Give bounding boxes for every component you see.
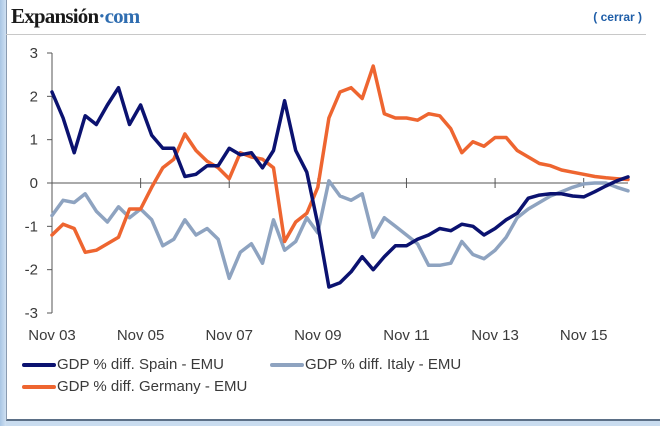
x-tick-label: Nov 11 — [383, 327, 429, 344]
chart-axes — [47, 52, 628, 314]
y-tick-label: 1 — [30, 132, 38, 149]
series-line-germany — [50, 64, 630, 255]
legend-label-spain: GDP % diff. Spain - EMU — [57, 356, 225, 373]
y-tick-label: -2 — [25, 262, 38, 279]
y-tick-label: -1 — [25, 218, 38, 235]
x-tick-label: Nov 15 — [560, 327, 608, 344]
y-tick-label: 2 — [30, 88, 38, 105]
chart-tick-labels: 3 2 1 0 -1 -2 -3 Nov 03 Nov 05 Nov 07 Nov 09 Nov 11… — [25, 45, 608, 344]
legend-item-spain: GDP % diff. Spain - EMU — [22, 356, 224, 373]
series-line-italy — [50, 179, 630, 281]
y-tick-label: -3 — [25, 305, 38, 322]
logo-suffix: ·com — [98, 4, 140, 28]
x-tick-label: Nov 07 — [205, 327, 253, 344]
y-tick-label: 0 — [30, 175, 38, 192]
legend-swatch-germany — [22, 384, 56, 389]
close-button[interactable]: ( cerrar ) — [593, 10, 642, 24]
legend-label-germany: GDP % diff. Germany - EMU — [57, 378, 248, 395]
x-tick-label: Nov 13 — [471, 327, 519, 344]
legend-swatch-italy — [270, 362, 304, 367]
x-tick-label: Nov 09 — [294, 327, 342, 344]
logo-main: Expansión — [11, 4, 99, 28]
legend-item-italy: GDP % diff. Italy - EMU — [270, 356, 461, 373]
window-left-edge — [0, 0, 6, 426]
legend-swatch-spain — [22, 362, 56, 367]
popup-header: Expansión·com ( cerrar ) — [6, 0, 646, 35]
legend-item-germany: GDP % diff. Germany - EMU — [22, 378, 247, 395]
chart-lines — [50, 64, 630, 289]
x-tick-label: Nov 05 — [117, 327, 165, 344]
y-tick-label: 3 — [30, 45, 38, 62]
x-tick-label: Nov 03 — [28, 327, 76, 344]
legend-label-italy: GDP % diff. Italy - EMU — [305, 356, 462, 373]
series-line-spain — [50, 85, 630, 289]
expansion-logo: Expansión·com — [11, 4, 140, 29]
